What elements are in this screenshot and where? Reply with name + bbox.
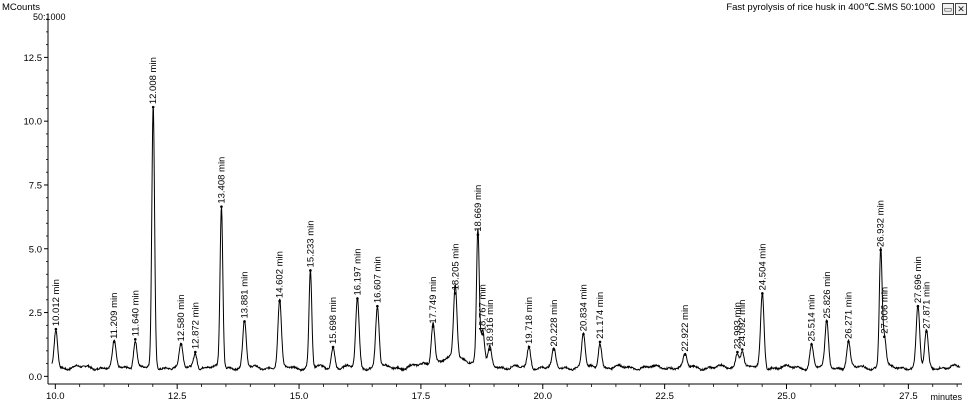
peak-label: 13.881 min (239, 271, 250, 318)
peak-apex-marker (882, 335, 886, 339)
peak-label: 11.640 min (130, 290, 141, 336)
x-tick-label: 15.0 (290, 391, 309, 402)
peak-apex-marker (925, 330, 928, 333)
peak-label: 18.916 min (485, 300, 496, 347)
axes: 0.0 2.5 5.0 7.5 10.0 12.5 10.0 12.5 15.0 17.5 20.0… (24, 14, 962, 402)
peak-apex-marker (179, 343, 183, 346)
peak-apex-marker (476, 233, 480, 237)
peak-label: 17.749 min (428, 277, 439, 324)
peak-apex-marker (740, 348, 744, 351)
peak-label: 27.006 min (879, 287, 890, 334)
peak-label: 14.602 min (275, 251, 286, 298)
peak-label: 16.197 min (352, 249, 363, 296)
peak-apex-marker (825, 320, 829, 323)
y-tick-label: 0.0 (29, 372, 42, 383)
peak-apex-marker (527, 345, 531, 349)
x-tick-label: 27.5 (899, 391, 918, 402)
peak-label: 18.767 min (478, 284, 489, 331)
peak-label: 27.696 min (913, 256, 924, 303)
x-tick-label: 25.0 (777, 391, 796, 402)
close-window-button[interactable]: ✕ (955, 3, 967, 15)
trace-layer (51, 107, 961, 373)
peak-apex-marker (810, 343, 813, 346)
peak-label: 24.092 min (737, 300, 748, 347)
peak-apex-marker (133, 338, 137, 341)
peak-apex-marker (278, 299, 281, 303)
peak-label: 13.408 min (216, 157, 227, 204)
peak-label: 15.698 min (328, 297, 339, 344)
chromatogram-trace (51, 107, 961, 373)
peak-apex-marker (112, 340, 116, 344)
peak-label: 27.871 min (921, 282, 932, 329)
peak-apex-marker (309, 269, 312, 272)
x-tick-label: 20.0 (534, 391, 553, 402)
peak-label: 21.174 min (595, 292, 606, 339)
peak-label: 20.228 min (549, 300, 560, 347)
peak-apex-marker (54, 327, 58, 331)
y-tick-label: 2.5 (29, 308, 42, 319)
peak-apex-marker (598, 340, 602, 344)
y-tick-label: 10.0 (24, 117, 43, 128)
peak-apex-marker (151, 105, 155, 109)
peak-label: 11.209 min (109, 293, 120, 339)
peak-label: 12.580 min (176, 294, 187, 341)
chart-title: Fast pyrolysis of rice husk in 400℃.SMS … (726, 2, 935, 13)
peak-label: 20.834 min (578, 284, 589, 331)
x-tick-label: 17.5 (412, 391, 431, 402)
peak-apex-marker (331, 345, 335, 349)
peak-apex-marker (453, 292, 457, 295)
ion-range-label: 50:1000 (33, 12, 66, 22)
restore-window-button[interactable]: ▭ (942, 3, 954, 15)
peak-label: 25.826 min (822, 271, 833, 318)
y-axis-unit-label: MCounts (2, 2, 40, 13)
peak-apex-marker (582, 332, 585, 336)
peak-apex-marker (847, 340, 850, 344)
peak-apex-marker (736, 350, 739, 354)
y-tick-label: 12.5 (24, 53, 43, 64)
peak-label: 18.669 min (473, 185, 484, 232)
peak-apex-marker (356, 297, 359, 300)
x-tick-label: 10.0 (46, 391, 65, 402)
peak-apex-marker (481, 332, 484, 336)
peak-apex-marker (431, 325, 435, 328)
peak-label: 26.932 min (876, 200, 887, 247)
peak-label: 25.514 min (807, 294, 818, 341)
peak-label: 18.205 min (450, 243, 461, 290)
peak-label: 19.718 min (524, 297, 535, 344)
x-tick-label: 12.5 (168, 391, 187, 402)
peak-label: 26.271 min (843, 292, 854, 339)
peak-apex-marker (376, 304, 379, 308)
peak-apex-marker (194, 350, 197, 354)
peak-apex-marker (220, 205, 223, 208)
y-tick-label: 7.5 (29, 180, 42, 191)
peak-apex-marker (916, 304, 920, 308)
peak-apex-marker (879, 248, 882, 252)
peak-label: 23.993 min (732, 302, 743, 349)
y-tick-label: 5.0 (29, 244, 42, 255)
peak-apex-marker (552, 348, 556, 351)
peak-apex-marker (683, 353, 687, 356)
peak-label: 12.008 min (148, 57, 159, 104)
peak-label: 10.012 min (51, 279, 62, 326)
x-axis-label: minutes (930, 392, 962, 402)
peak-label: 12.872 min (190, 302, 201, 349)
x-tick-label: 22.5 (655, 391, 674, 402)
peak-apex-marker (488, 348, 492, 351)
peak-labels: 10.012 min 11.209 min 11.640 min 12.008 min… (51, 57, 932, 356)
peak-label: 15.233 min (305, 220, 316, 267)
peak-label: 22.922 min (680, 305, 691, 352)
peak-label: 16.607 min (372, 256, 383, 303)
peak-label: 24.504 min (757, 243, 768, 290)
peak-apex-marker (761, 292, 764, 295)
peak-apex-marker (243, 320, 246, 323)
